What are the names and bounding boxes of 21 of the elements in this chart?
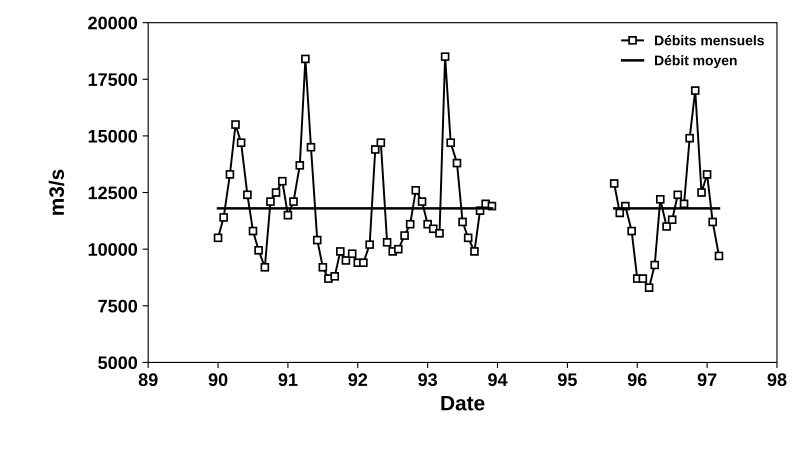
y-tick-label: 17500 (88, 73, 138, 86)
y-tick-label: 15000 (88, 130, 138, 143)
x-tick-label: 90 (208, 373, 228, 386)
x-tick-label: 92 (348, 373, 368, 386)
x-tick-label: 89 (138, 373, 158, 386)
y-tick-label: 20000 (88, 16, 138, 30)
y-tick-label: 12500 (88, 186, 138, 200)
x-axis-title: Date (441, 396, 484, 411)
x-tick-label: 96 (628, 373, 647, 386)
y-tick-label: 5000 (98, 356, 138, 370)
legend-label: Débits mensuels (655, 35, 764, 46)
y-tick-label: 10000 (88, 243, 138, 256)
x-tick-label: 98 (768, 373, 786, 386)
legend-label: Débit moyen (655, 55, 737, 68)
x-tick-label: 93 (418, 373, 438, 386)
x-tick-label: 94 (488, 373, 508, 386)
x-tick-label: 95 (558, 373, 577, 386)
x-tick-label: 97 (698, 373, 716, 386)
x-tick-label: 91 (278, 373, 298, 386)
y-tick-label: 7500 (98, 300, 138, 312)
y-axis-title: m3/s (48, 170, 64, 215)
